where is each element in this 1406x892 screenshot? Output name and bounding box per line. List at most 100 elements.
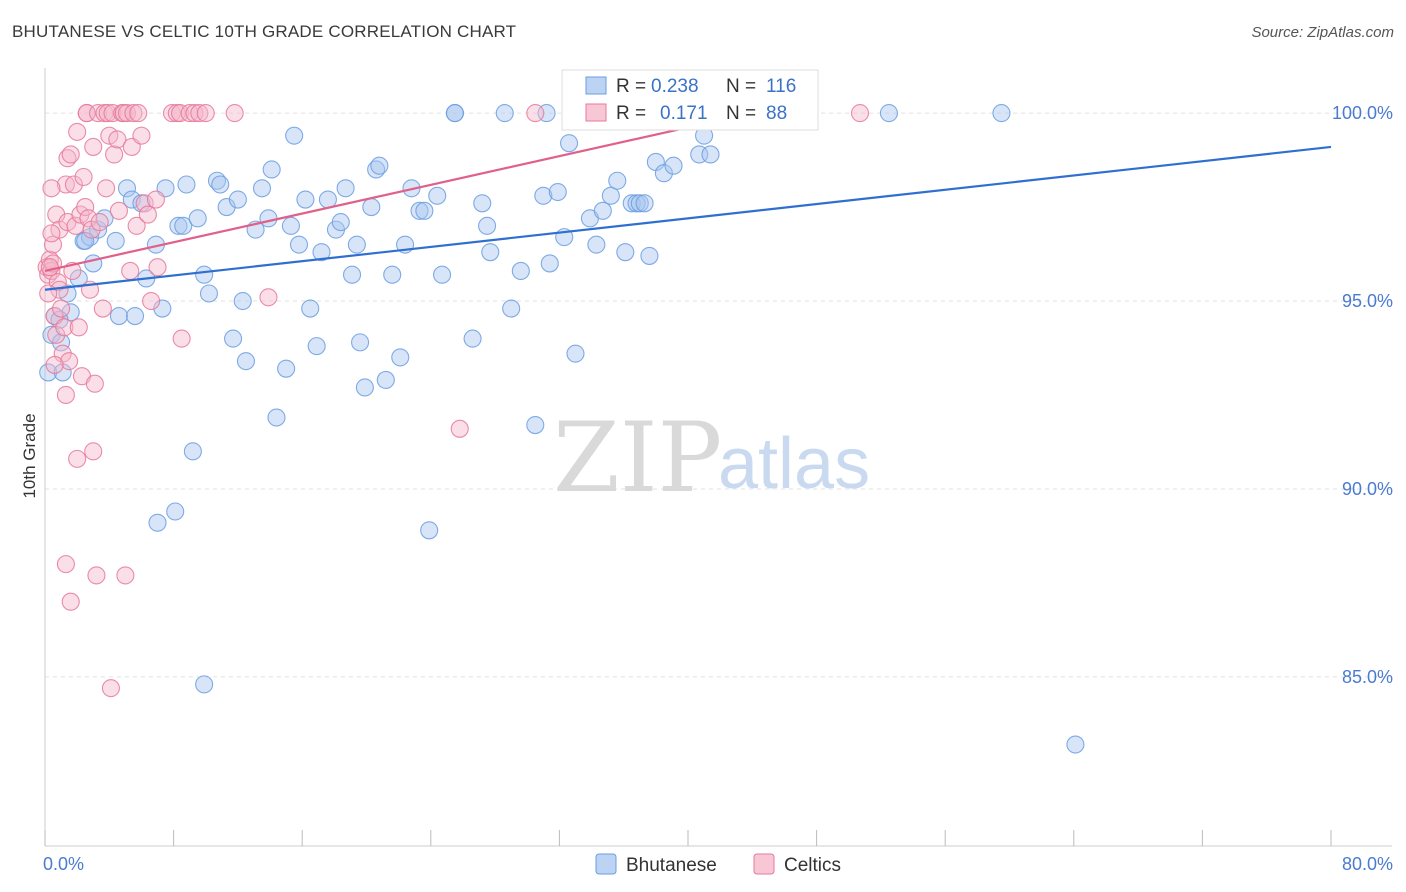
x-tick-label: 80.0% — [1342, 854, 1393, 874]
data-point-bhutanese — [195, 265, 214, 284]
data-point-bhutanese — [177, 175, 196, 194]
data-point-bhutanese — [410, 201, 429, 220]
data-point-celtics — [146, 190, 165, 209]
data-point-bhutanese — [84, 254, 103, 273]
data-point-bhutanese — [76, 231, 95, 250]
data-point-bhutanese — [415, 201, 434, 220]
legend-r-label-celtics: R = — [616, 103, 646, 124]
data-point-celtics — [42, 224, 61, 243]
data-point-bhutanese — [312, 243, 331, 262]
data-point-bhutanese — [39, 363, 58, 382]
data-point-bhutanese — [701, 145, 720, 164]
axes — [44, 68, 1392, 847]
data-point-celtics — [68, 449, 87, 468]
data-point-bhutanese — [635, 194, 654, 213]
data-point-bhutanese — [587, 235, 606, 254]
data-point-bhutanese — [183, 442, 202, 461]
data-point-celtics — [259, 288, 278, 307]
data-point-bhutanese — [1066, 735, 1085, 754]
trend-lines — [44, 112, 1332, 291]
data-point-bhutanese — [420, 521, 439, 540]
data-point-celtics — [108, 130, 127, 149]
data-point-celtics — [190, 104, 209, 123]
data-point-bhutanese — [252, 179, 272, 198]
data-point-celtics — [142, 291, 161, 311]
data-point-bhutanese — [391, 348, 410, 367]
data-point-bhutanese — [166, 502, 185, 521]
data-point-bhutanese — [267, 408, 286, 427]
legend-n-value-bhutanese: 116 — [766, 76, 796, 97]
data-point-celtics — [127, 216, 146, 235]
data-point-celtics — [93, 299, 112, 318]
data-point-celtics — [526, 104, 545, 123]
data-point-celtics — [450, 419, 469, 438]
data-point-celtics — [76, 198, 95, 217]
data-point-bhutanese — [169, 216, 188, 235]
data-point-bhutanese — [481, 243, 500, 262]
data-point-celtics — [60, 352, 79, 371]
data-point-bhutanese — [195, 675, 214, 694]
data-point-celtics — [61, 145, 80, 164]
data-point-celtics — [97, 179, 116, 198]
data-point-bhutanese — [285, 126, 304, 145]
data-point-celtics — [45, 355, 64, 374]
data-point-celtics — [138, 205, 157, 224]
data-point-celtics — [88, 104, 108, 123]
data-point-bhutanese — [526, 416, 545, 435]
data-point-celtics — [135, 194, 154, 213]
data-point-celtics — [196, 104, 215, 123]
data-point-bhutanese — [347, 235, 366, 254]
data-point-bhutanese — [106, 231, 125, 250]
data-point-bhutanese — [664, 156, 683, 175]
legend-swatch-celtics — [585, 103, 607, 122]
data-point-bhutanese — [211, 175, 230, 194]
data-point-bhutanese — [199, 284, 219, 303]
data-point-bhutanese — [370, 156, 389, 175]
data-point-bhutanese — [148, 513, 167, 532]
data-point-celtics — [69, 318, 88, 337]
series-legend-swatch-bhutanese — [595, 853, 617, 875]
data-point-bhutanese — [376, 370, 395, 390]
data-point-bhutanese — [117, 179, 137, 198]
x-tick-label: 0.0% — [43, 854, 84, 874]
series-legend-label-celtics: Celtics — [784, 855, 841, 876]
chart-title: BHUTANESE VS CELTIC 10TH GRADE CORRELATI… — [12, 22, 517, 41]
data-point-bhutanese — [188, 209, 207, 228]
data-point-celtics — [42, 179, 61, 198]
trend-line-bhutanese — [44, 145, 1332, 291]
legend-r-value-bhutanese: 0.238 — [651, 76, 699, 97]
y-axis-label: 10th Grade — [20, 413, 39, 498]
data-point-celtics — [74, 167, 93, 187]
data-point-bhutanese — [559, 134, 579, 153]
data-point-celtics — [84, 442, 103, 461]
data-point-bhutanese — [630, 194, 649, 213]
data-point-celtics — [132, 126, 151, 145]
data-point-celtics — [68, 122, 87, 141]
series-legend: Bhutanese Celtics — [595, 853, 841, 876]
data-point-bhutanese — [478, 216, 497, 235]
data-point-bhutanese — [351, 333, 370, 352]
data-point-bhutanese — [511, 261, 530, 281]
data-point-bhutanese — [616, 243, 635, 262]
data-point-bhutanese — [383, 265, 402, 284]
legend-swatch-bhutanese — [585, 76, 607, 95]
data-point-bhutanese — [608, 171, 627, 190]
watermark-atlas: atlas — [718, 424, 870, 504]
stats-legend: R = 0.238 N = 116 R = 0.171 N = 88 — [561, 69, 819, 131]
data-point-celtics — [55, 318, 74, 337]
data-point-celtics — [64, 175, 83, 194]
data-point-celtics — [79, 209, 98, 228]
data-point-celtics — [90, 213, 109, 232]
data-point-bhutanese — [262, 160, 281, 179]
watermark-zip: ZIP — [553, 402, 722, 514]
data-point-bhutanese — [224, 329, 243, 348]
data-point-bhutanese — [233, 291, 252, 311]
data-point-bhutanese — [433, 265, 452, 284]
data-point-celtics — [52, 299, 71, 318]
data-point-bhutanese — [125, 307, 145, 326]
legend-r-label-bhutanese: R = — [616, 76, 646, 97]
data-point-celtics — [225, 104, 244, 123]
y-tick-label: 90.0% — [1342, 479, 1393, 499]
source-label: Source: ZipAtlas.com — [1251, 24, 1394, 41]
data-point-bhutanese — [566, 344, 585, 363]
